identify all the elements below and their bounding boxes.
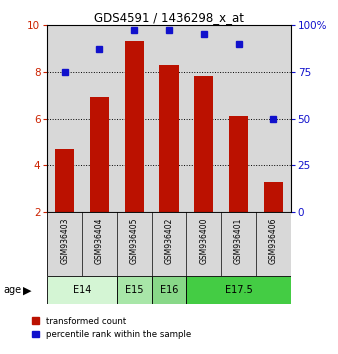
Bar xyxy=(194,76,213,212)
FancyBboxPatch shape xyxy=(152,276,186,304)
Bar xyxy=(90,97,109,212)
Text: E16: E16 xyxy=(160,285,178,295)
Bar xyxy=(160,65,178,212)
Bar xyxy=(125,41,144,212)
Text: GSM936406: GSM936406 xyxy=(269,218,278,264)
Text: GSM936402: GSM936402 xyxy=(165,218,173,264)
FancyBboxPatch shape xyxy=(186,276,291,304)
Legend: transformed count, percentile rank within the sample: transformed count, percentile rank withi… xyxy=(31,316,192,340)
Text: GSM936400: GSM936400 xyxy=(199,218,208,264)
Bar xyxy=(229,116,248,212)
Title: GDS4591 / 1436298_x_at: GDS4591 / 1436298_x_at xyxy=(94,11,244,24)
Text: E15: E15 xyxy=(125,285,144,295)
FancyBboxPatch shape xyxy=(47,212,291,276)
Text: GSM936403: GSM936403 xyxy=(60,218,69,264)
Text: GSM936401: GSM936401 xyxy=(234,218,243,264)
Bar xyxy=(55,149,74,212)
Text: E14: E14 xyxy=(73,285,91,295)
Bar xyxy=(264,182,283,212)
Text: E17.5: E17.5 xyxy=(225,285,252,295)
Text: GSM936405: GSM936405 xyxy=(130,218,139,264)
Text: ▶: ▶ xyxy=(23,285,31,295)
FancyBboxPatch shape xyxy=(47,276,117,304)
FancyBboxPatch shape xyxy=(117,276,152,304)
Text: age: age xyxy=(3,285,22,295)
Text: GSM936404: GSM936404 xyxy=(95,218,104,264)
